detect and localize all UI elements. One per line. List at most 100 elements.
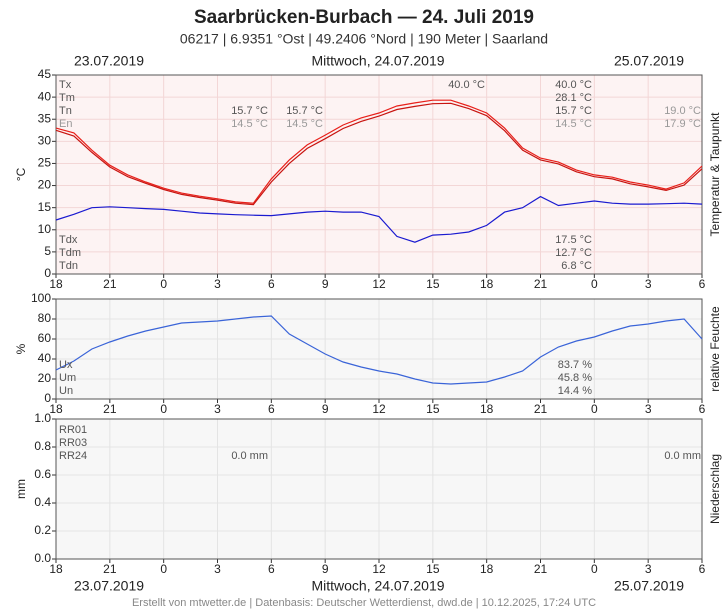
y-tick-label: 30 (38, 134, 52, 148)
series-line (55, 102, 703, 206)
annotation: 15.7 °C (231, 105, 268, 117)
annotation: Tdx (59, 234, 78, 246)
x-tick-label: 21 (103, 402, 117, 416)
y-tick-label: 20 (38, 371, 52, 385)
x-tick-label: 3 (645, 277, 652, 291)
x-tick-label: 12 (372, 402, 386, 416)
annotation: 0.0 mm (231, 450, 268, 462)
x-tick-label: 6 (699, 402, 706, 416)
x-tick-label: 18 (49, 277, 63, 291)
annotation: 6.8 °C (561, 260, 592, 272)
y-tick-label: 0 (44, 391, 51, 405)
y-tick-label: 0 (44, 266, 51, 280)
y-tick-label: 0.0 (34, 551, 51, 565)
x-tick-label: 21 (534, 562, 548, 576)
y-tick-label: 20 (38, 178, 52, 192)
plot-frame (55, 418, 703, 560)
annotation: Tx (59, 79, 72, 91)
right-axis-label: relative Feuchte (708, 306, 722, 392)
annotation: 15.7 °C (286, 105, 323, 117)
annotation: RR01 (59, 424, 87, 436)
annotation: 40.0 °C (448, 79, 485, 91)
y-tick-label: 45 (38, 67, 52, 81)
annotation: Tn (59, 105, 72, 117)
y-tick-label: 5 (44, 244, 51, 258)
annotation: 17.9 °C (664, 118, 701, 130)
x-tick-label: 3 (214, 277, 221, 291)
annotation: RR24 (59, 450, 87, 462)
x-tick-label: 0 (160, 402, 167, 416)
y-tick-label: 80 (38, 311, 52, 325)
x-tick-label: 0 (160, 562, 167, 576)
annotation: 14.5 °C (231, 118, 268, 130)
annotation: 19.0 °C (664, 105, 701, 117)
annotation: 15.7 °C (555, 105, 592, 117)
y-axis-label: % (14, 343, 28, 354)
annotation: 14.5 °C (555, 118, 592, 130)
y-tick-label: 0.6 (34, 467, 51, 481)
annotation: 0.0 mm (664, 450, 701, 462)
annotation: Tdn (59, 260, 78, 272)
y-tick-label: 0.2 (34, 523, 51, 537)
x-tick-label: 15 (426, 402, 440, 416)
annotation: 40.0 °C (555, 79, 592, 91)
y-axis-label: °C (14, 167, 28, 181)
y-tick-label: 0.8 (34, 439, 51, 453)
date-label: 25.07.2019 (614, 53, 684, 69)
footer: Erstellt von mtwetter.de | Datenbasis: D… (132, 597, 596, 609)
y-tick-label: 15 (38, 200, 52, 214)
x-tick-label: 18 (480, 277, 494, 291)
y-tick-label: 100 (31, 291, 51, 305)
date-label: 23.07.2019 (74, 578, 144, 594)
annotation: 83.7 % (558, 359, 592, 371)
y-tick-label: 40 (38, 351, 52, 365)
annotation: Tm (59, 92, 75, 104)
date-label: Mittwoch, 24.07.2019 (311, 578, 444, 594)
right-axis-label: Temperatur & Taupunkt (708, 112, 722, 237)
series-line (55, 195, 703, 243)
annotation: 28.1 °C (555, 92, 592, 104)
x-tick-label: 6 (699, 277, 706, 291)
right-axis-label: Niederschlag (708, 454, 722, 524)
x-tick-label: 6 (268, 277, 275, 291)
x-tick-label: 0 (591, 562, 598, 576)
x-tick-label: 3 (214, 402, 221, 416)
x-tick-label: 6 (268, 402, 275, 416)
annotation: 14.4 % (558, 385, 592, 397)
annotation: Ux (59, 359, 73, 371)
x-tick-label: 0 (160, 277, 167, 291)
annotation: Un (59, 385, 73, 397)
x-tick-label: 0 (591, 277, 598, 291)
x-tick-label: 9 (322, 402, 329, 416)
annotation: 12.7 °C (555, 247, 592, 259)
x-tick-label: 15 (426, 277, 440, 291)
plot-frame (55, 74, 703, 275)
x-tick-label: 3 (645, 562, 652, 576)
x-tick-label: 6 (699, 562, 706, 576)
x-tick-label: 21 (103, 562, 117, 576)
y-tick-label: 10 (38, 222, 52, 236)
y-tick-label: 0.4 (34, 495, 51, 509)
date-label: Mittwoch, 24.07.2019 (311, 53, 444, 69)
subtitle: 06217 | 6.9351 °Ost | 49.2406 °Nord | 19… (180, 31, 548, 47)
y-tick-label: 1.0 (34, 411, 51, 425)
y-tick-label: 25 (38, 156, 52, 170)
date-label: 23.07.2019 (74, 53, 144, 69)
x-tick-label: 6 (268, 562, 275, 576)
x-tick-label: 3 (214, 562, 221, 576)
x-tick-label: 12 (372, 277, 386, 291)
x-tick-label: 18 (49, 402, 63, 416)
annotation: RR03 (59, 437, 87, 449)
annotation: En (59, 118, 72, 130)
y-tick-label: 35 (38, 111, 52, 125)
annotation: 45.8 % (558, 372, 592, 384)
plot-frame (55, 298, 703, 400)
date-label: 25.07.2019 (614, 578, 684, 594)
y-tick-label: 40 (38, 89, 52, 103)
x-tick-label: 0 (591, 402, 598, 416)
annotation: Tdm (59, 247, 81, 259)
x-tick-label: 12 (372, 562, 386, 576)
x-tick-label: 15 (426, 562, 440, 576)
x-tick-label: 21 (534, 277, 548, 291)
